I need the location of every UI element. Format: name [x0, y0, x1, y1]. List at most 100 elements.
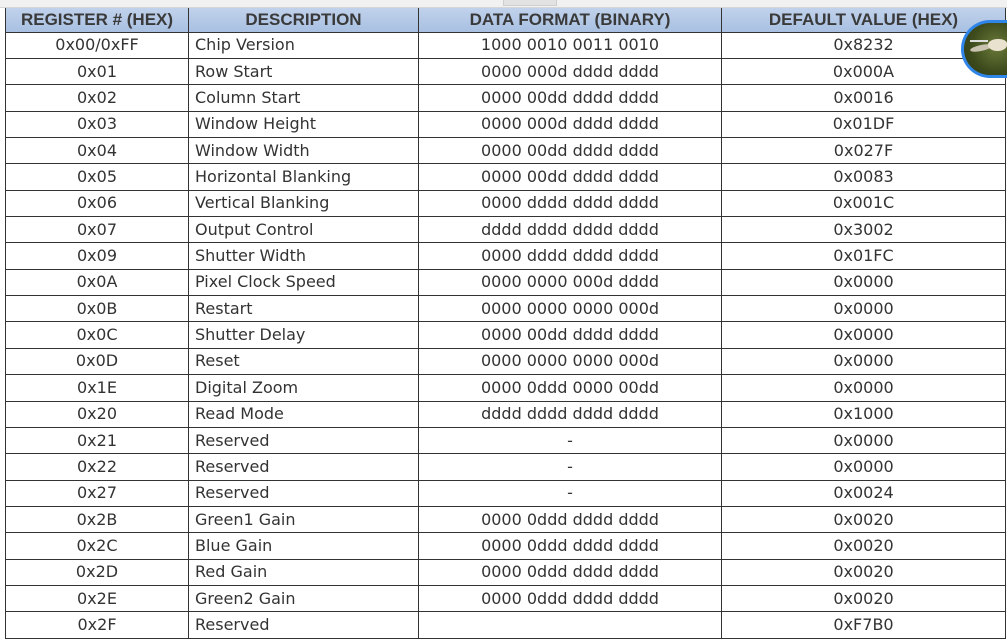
- table-row: 0x00/0xFF Chip Version 1000 0010 0011 0010…: [5, 31, 1006, 59]
- register-cell: 0x1E: [5, 374, 189, 402]
- default-value-cell: 0x0020: [721, 505, 1006, 534]
- default-value-cell: 0x001C: [721, 189, 1006, 218]
- toolbar-tab[interactable]: [503, 0, 557, 6]
- register-cell: 0x22: [5, 453, 189, 481]
- description-cell: Shutter Delay: [188, 321, 419, 349]
- default-value-cell: 0xF7B0: [721, 611, 1006, 639]
- register-cell: 0x07: [5, 216, 189, 244]
- description-cell: Green2 Gain: [188, 585, 419, 613]
- register-cell: 0x02: [5, 84, 189, 112]
- default-value-cell: 0x0000: [721, 426, 1006, 455]
- default-value-cell: 0x0020: [721, 558, 1006, 587]
- table-row: 0x02 Column Start 0000 00dd dddd dddd 0x001…: [5, 84, 1006, 112]
- data-format-cell: [418, 611, 722, 639]
- description-cell: Output Control: [188, 216, 419, 244]
- table-row: 0x21 Reserved -0x0000: [5, 426, 1006, 455]
- data-format-cell: -: [418, 479, 722, 507]
- description-cell: Row Start: [188, 57, 419, 86]
- data-format-cell: 0000 000d dddd dddd: [418, 57, 722, 86]
- data-format-cell: 0000 0000 0000 000d: [418, 295, 722, 323]
- table-row: 0x2B Green1 Gain 0000 0ddd dddd dddd 0x0020: [5, 505, 1006, 534]
- register-cell: 0x0B: [5, 295, 189, 323]
- register-cell: 0x05: [5, 163, 189, 191]
- register-cell: 0x0A: [5, 268, 189, 297]
- data-format-cell: 0000 000d dddd dddd: [418, 110, 722, 138]
- table-row: 0x07 Output Control dddd dddd dddd dddd 0x3…: [5, 216, 1006, 244]
- description-cell: Red Gain: [188, 558, 419, 587]
- table-row: 0x01 Row Start 0000 000d dddd dddd 0x000A: [5, 57, 1006, 86]
- default-value-cell: 0x0000: [721, 295, 1006, 323]
- data-format-cell: 0000 0ddd dddd dddd: [418, 585, 722, 613]
- register-cell: 0x21: [5, 426, 189, 455]
- default-value-cell: 0x0020: [721, 585, 1006, 613]
- description-cell: Shutter Width: [188, 242, 419, 270]
- data-format-cell: dddd dddd dddd dddd: [418, 400, 722, 428]
- register-table: REGISTER # (HEX) DESCRIPTION DATA FORMAT…: [5, 0, 1006, 639]
- description-cell: Green1 Gain: [188, 505, 419, 534]
- description-cell: Window Width: [188, 136, 419, 165]
- data-format-cell: 0000 00dd dddd dddd: [418, 136, 722, 165]
- default-value-cell: 0x0016: [721, 84, 1006, 112]
- table-row: 0x2F Reserved 0xF7B0: [5, 611, 1006, 639]
- table-row: 0x0D Reset 0000 0000 0000 000d 0x0000: [5, 347, 1006, 376]
- data-format-cell: 1000 0010 0011 0010: [418, 31, 722, 59]
- description-cell: Pixel Clock Speed: [188, 268, 419, 297]
- table-row: 0x20 Read Mode dddd dddd dddd dddd 0x1000: [5, 400, 1006, 428]
- register-cell: 0x01: [5, 57, 189, 86]
- data-format-cell: 0000 0ddd dddd dddd: [418, 505, 722, 534]
- table-row: 0x0C Shutter Delay 0000 00dd dddd dddd 0x00…: [5, 321, 1006, 349]
- table-row: 0x0B Restart 0000 0000 0000 000d 0x0000: [5, 295, 1006, 323]
- data-format-cell: 0000 dddd dddd dddd: [418, 189, 722, 218]
- data-format-cell: -: [418, 453, 722, 481]
- register-cell: 0x2D: [5, 558, 189, 587]
- default-value-cell: 0x0020: [721, 532, 1006, 560]
- data-format-cell: dddd dddd dddd dddd: [418, 216, 722, 244]
- table-row: 0x1E Digital Zoom 0000 0ddd 0000 00dd 0x000…: [5, 374, 1006, 402]
- register-cell: 0x04: [5, 136, 189, 165]
- bird-beak: [970, 40, 988, 42]
- register-cell: 0x00/0xFF: [5, 31, 189, 59]
- table-row: 0x22 Reserved -0x0000: [5, 453, 1006, 481]
- data-format-cell: 0000 00dd dddd dddd: [418, 84, 722, 112]
- register-cell: 0x27: [5, 479, 189, 507]
- description-cell: Window Height: [188, 110, 419, 138]
- table-row: 0x09 Shutter Width 0000 dddd dddd dddd 0x01…: [5, 242, 1006, 270]
- description-cell: Column Start: [188, 84, 419, 112]
- description-cell: Chip Version: [188, 31, 419, 59]
- table-row: 0x2C Blue Gain 0000 0ddd dddd dddd 0x0020: [5, 532, 1006, 560]
- description-cell: Blue Gain: [188, 532, 419, 560]
- data-format-cell: 0000 00dd dddd dddd: [418, 321, 722, 349]
- table-row: 0x0A Pixel Clock Speed 0000 0000 000d dddd…: [5, 268, 1006, 297]
- default-value-cell: 0x0000: [721, 347, 1006, 376]
- table-row: 0x2E Green2 Gain 0000 0ddd dddd dddd 0x0020: [5, 585, 1006, 613]
- default-value-cell: 0x0000: [721, 453, 1006, 481]
- register-cell: 0x03: [5, 110, 189, 138]
- data-format-cell: 0000 0000 0000 000d: [418, 347, 722, 376]
- register-cell: 0x06: [5, 189, 189, 218]
- description-cell: Reserved: [188, 611, 419, 639]
- default-value-cell: 0x0000: [721, 268, 1006, 297]
- default-value-cell: 0x01DF: [721, 110, 1006, 138]
- table-row: 0x2D Red Gain 0000 0ddd dddd dddd 0x0020: [5, 558, 1006, 587]
- register-cell: 0x0D: [5, 347, 189, 376]
- default-value-cell: 0x8232: [721, 31, 1006, 59]
- data-format-cell: 0000 0000 000d dddd: [418, 268, 722, 297]
- description-cell: Digital Zoom: [188, 374, 419, 402]
- bird-body: [988, 39, 1007, 51]
- default-value-cell: 0x0000: [721, 374, 1006, 402]
- default-value-cell: 0x0024: [721, 479, 1006, 507]
- register-cell: 0x2E: [5, 585, 189, 613]
- description-cell: Restart: [188, 295, 419, 323]
- hummingbird-avatar-icon[interactable]: [961, 20, 1007, 78]
- description-cell: Reserved: [188, 426, 419, 455]
- data-format-cell: -: [418, 426, 722, 455]
- data-format-cell: 0000 dddd dddd dddd: [418, 242, 722, 270]
- data-format-cell: 0000 0ddd 0000 00dd: [418, 374, 722, 402]
- top-toolbar: [0, 0, 1007, 8]
- register-cell: 0x09: [5, 242, 189, 270]
- register-cell: 0x2C: [5, 532, 189, 560]
- description-cell: Reserved: [188, 453, 419, 481]
- data-format-cell: 0000 0ddd dddd dddd: [418, 532, 722, 560]
- description-cell: Vertical Blanking: [188, 189, 419, 218]
- default-value-cell: 0x0083: [721, 163, 1006, 191]
